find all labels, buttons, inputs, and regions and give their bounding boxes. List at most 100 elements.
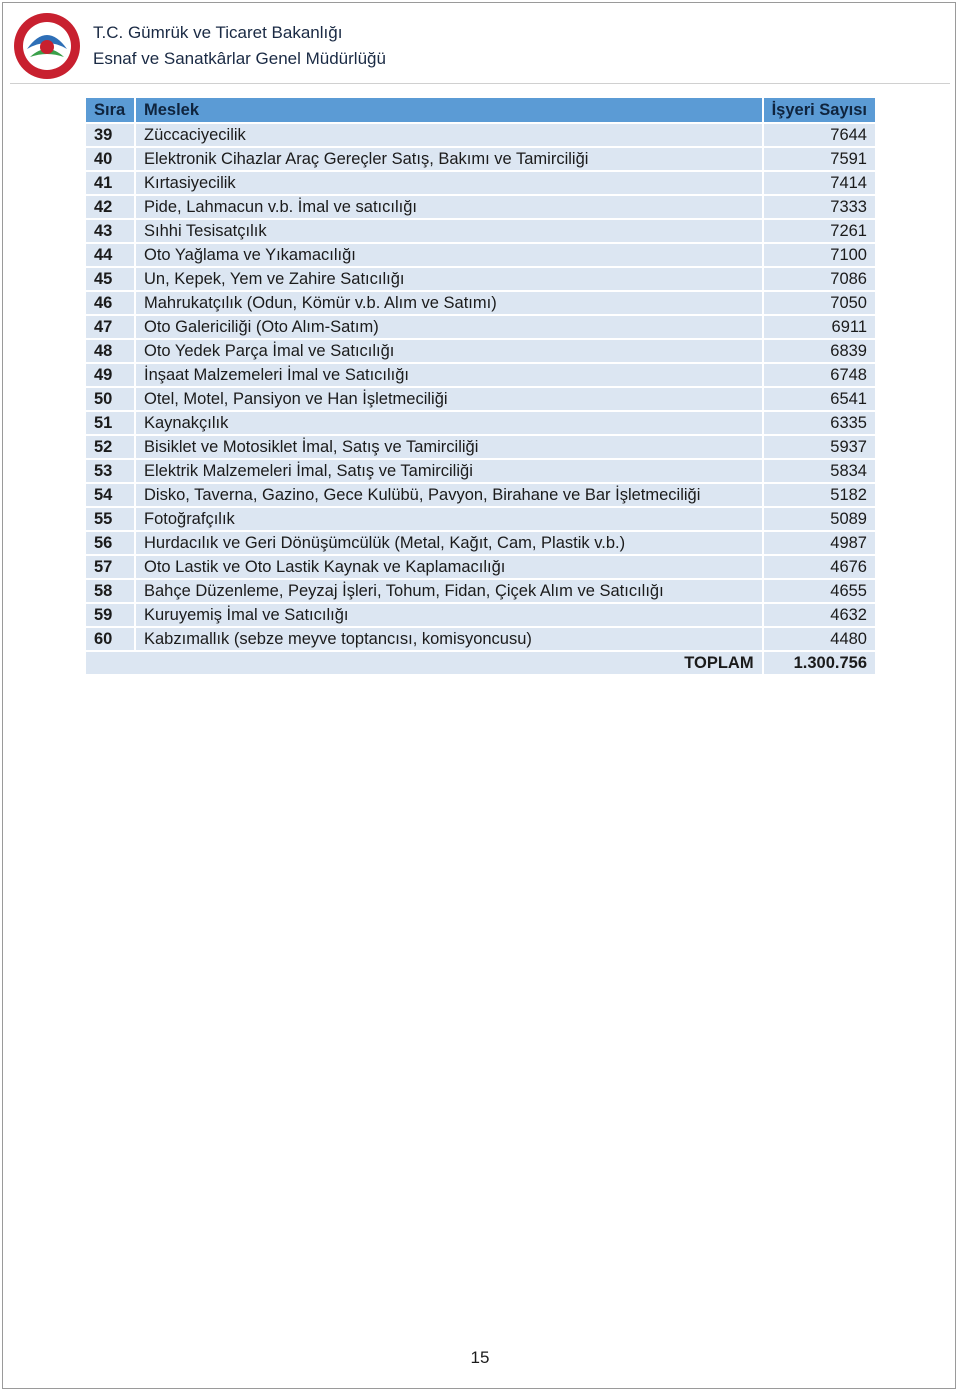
occupation: Pide, Lahmacun v.b. İmal ve satıcılığı (134, 194, 764, 220)
header-row: Sıra Meslek İşyeri Sayısı (84, 96, 878, 124)
workplace-count: 6748 (761, 362, 878, 388)
occupation: Un, Kepek, Yem ve Zahire Satıcılığı (134, 266, 764, 292)
table-row: 53 Elektrik Malzemeleri İmal, Satış ve Ta… (84, 458, 878, 484)
table-row: 52 Bisiklet ve Motosiklet İmal, Satış ve … (84, 434, 878, 460)
logo (14, 13, 80, 79)
table-row: 57 Oto Lastik ve Oto Lastik Kaynak ve Kap… (84, 554, 878, 580)
workplace-count: 6839 (761, 338, 878, 364)
workplace-count: 7261 (761, 218, 878, 244)
total-row: TOPLAM 1.300.756 (84, 650, 878, 676)
row-number: 42 (84, 194, 136, 220)
workplace-count: 4480 (761, 626, 878, 652)
total-value: 1.300.756 (761, 650, 878, 676)
workplace-count: 7333 (761, 194, 878, 220)
occupation: Kabzımallık (sebze meyve toptancısı, kom… (134, 626, 764, 652)
row-number: 41 (84, 170, 136, 196)
workplace-count: 7100 (761, 242, 878, 268)
logo-flag (40, 40, 54, 54)
occupation: Oto Yağlama ve Yıkamacılığı (134, 242, 764, 268)
workplace-count: 5089 (761, 506, 878, 532)
data-table: Sıra Meslek İşyeri Sayısı 39 Züccaciyecil… (84, 96, 878, 676)
table-row: 60 Kabzımallık (sebze meyve toptancısı, k… (84, 626, 878, 652)
workplace-count: 5834 (761, 458, 878, 484)
table-row: 56 Hurdacılık ve Geri Dönüşümcülük (Metal… (84, 530, 878, 556)
row-number: 43 (84, 218, 136, 244)
table-body: 39 Züccaciyecilik 7644 40 Elektronik Cihazla… (84, 122, 878, 676)
workplace-count: 5937 (761, 434, 878, 460)
row-number: 57 (84, 554, 136, 580)
row-number: 56 (84, 530, 136, 556)
total-label: TOPLAM (84, 650, 764, 676)
occupation: Otel, Motel, Pansiyon ve Han İşletmecili… (134, 386, 764, 412)
row-number: 58 (84, 578, 136, 604)
table-row: 51 Kaynakçılık 6335 (84, 410, 878, 436)
occupation: Disko, Taverna, Gazino, Gece Kulübü, Pav… (134, 482, 764, 508)
workplace-count: 7414 (761, 170, 878, 196)
column-header: İşyeri Sayısı (761, 96, 878, 124)
workplace-count: 4632 (761, 602, 878, 628)
row-number: 52 (84, 434, 136, 460)
row-number: 50 (84, 386, 136, 412)
row-number: 55 (84, 506, 136, 532)
row-number: 48 (84, 338, 136, 364)
table-row: 50 Otel, Motel, Pansiyon ve Han İşletmeci… (84, 386, 878, 412)
table-row: 49 İnşaat Malzemeleri İmal ve Satıcılığı 6… (84, 362, 878, 388)
row-number: 45 (84, 266, 136, 292)
workplace-count: 7050 (761, 290, 878, 316)
table-row: 43 Sıhhi Tesisatçılık 7261 (84, 218, 878, 244)
table-row: 42 Pide, Lahmacun v.b. İmal ve satıcılığı… (84, 194, 878, 220)
table-row: 48 Oto Yedek Parça İmal ve Satıcılığı 6839 (84, 338, 878, 364)
workplace-count: 4987 (761, 530, 878, 556)
table-row: 59 Kuruyemiş İmal ve Satıcılığı 4632 (84, 602, 878, 628)
workplace-count: 6541 (761, 386, 878, 412)
table-row: 58 Bahçe Düzenleme, Peyzaj İşleri, Tohum,… (84, 578, 878, 604)
workplace-count: 7086 (761, 266, 878, 292)
header-title: T.C. Gümrük ve Ticaret Bakanlığı (93, 23, 343, 42)
row-number: 54 (84, 482, 136, 508)
row-number: 53 (84, 458, 136, 484)
row-number: 40 (84, 146, 136, 172)
occupation: Mahrukatçılık (Odun, Kömür v.b. Alım ve … (134, 290, 764, 316)
occupation: Fotoğrafçılık (134, 506, 764, 532)
occupation: İnşaat Malzemeleri İmal ve Satıcılığı (134, 362, 764, 388)
row-number: 46 (84, 290, 136, 316)
workplace-count: 6335 (761, 410, 878, 436)
table-row: 47 Oto Galericiliği (Oto Alım-Satım) 6911 (84, 314, 878, 340)
table-row: 55 Fotoğrafçılık 5089 (84, 506, 878, 532)
occupation: Bisiklet ve Motosiklet İmal, Satış ve Ta… (134, 434, 764, 460)
occupation: Oto Lastik ve Oto Lastik Kaynak ve Kapla… (134, 554, 764, 580)
row-number: 49 (84, 362, 136, 388)
workplace-count: 7591 (761, 146, 878, 172)
workplace-count: 5182 (761, 482, 878, 508)
occupation: Oto Yedek Parça İmal ve Satıcılığı (134, 338, 764, 364)
occupation: Hurdacılık ve Geri Dönüşümcülük (Metal, … (134, 530, 764, 556)
row-number: 51 (84, 410, 136, 436)
occupation: Elektrik Malzemeleri İmal, Satış ve Tami… (134, 458, 764, 484)
row-number: 47 (84, 314, 136, 340)
occupation: Oto Galericiliği (Oto Alım-Satım) (134, 314, 764, 340)
row-number: 60 (84, 626, 136, 652)
column-header: Meslek (134, 96, 764, 124)
column-header: Sıra (84, 96, 136, 124)
occupation: Bahçe Düzenleme, Peyzaj İşleri, Tohum, F… (134, 578, 764, 604)
occupation: Kaynakçılık (134, 410, 764, 436)
row-number: 39 (84, 122, 136, 148)
table-row: 45 Un, Kepek, Yem ve Zahire Satıcılığı 708… (84, 266, 878, 292)
occupation: Kırtasiyecilik (134, 170, 764, 196)
table-row: 41 Kırtasiyecilik 7414 (84, 170, 878, 196)
header-subtitle: Esnaf ve Sanatkârlar Genel Müdürlüğü (93, 49, 386, 68)
table-row: 40 Elektronik Cihazlar Araç Gereçler Satı… (84, 146, 878, 172)
table-row: 46 Mahrukatçılık (Odun, Kömür v.b. Alım v… (84, 290, 878, 316)
workplace-count: 4676 (761, 554, 878, 580)
row-number: 44 (84, 242, 136, 268)
table-row: 44 Oto Yağlama ve Yıkamacılığı 7100 (84, 242, 878, 268)
occupation: Sıhhi Tesisatçılık (134, 218, 764, 244)
table-row: 39 Züccaciyecilik 7644 (84, 122, 878, 148)
header-rule (10, 83, 950, 84)
workplace-count: 4655 (761, 578, 878, 604)
row-number: 59 (84, 602, 136, 628)
table-row: 54 Disko, Taverna, Gazino, Gece Kulübü, P… (84, 482, 878, 508)
occupation: Züccaciyecilik (134, 122, 764, 148)
